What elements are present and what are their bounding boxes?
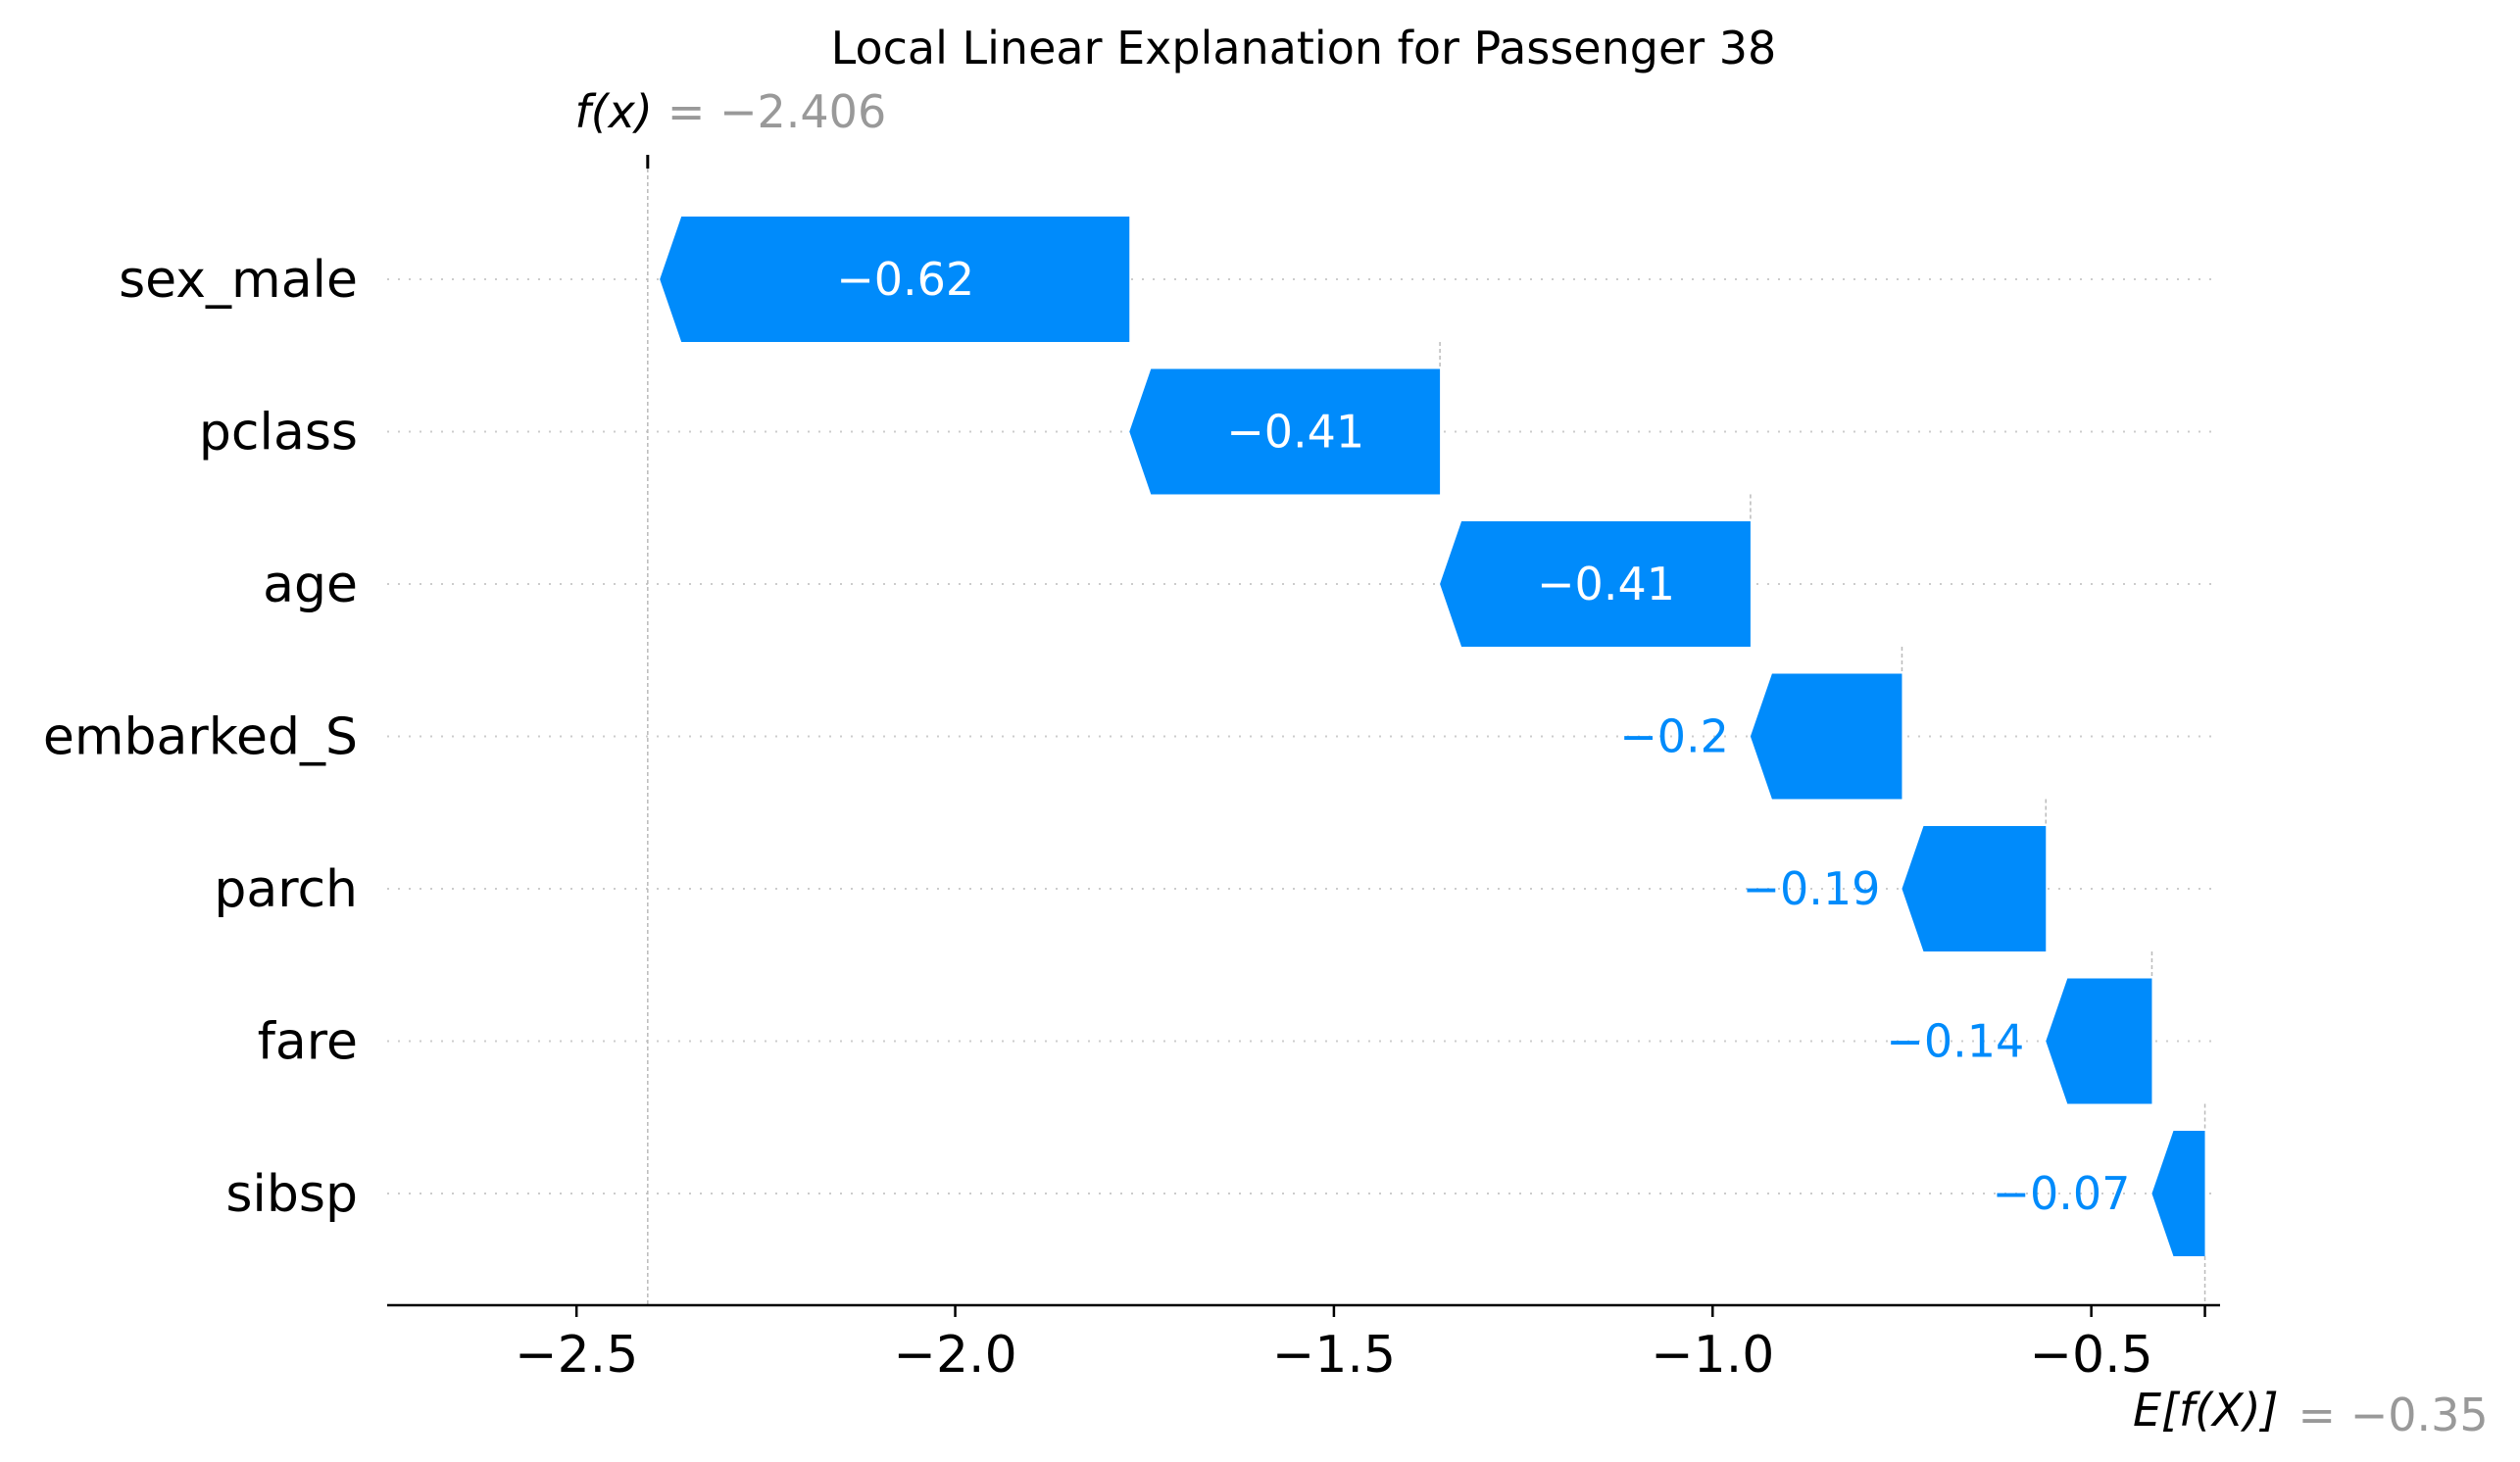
x-tick-label: −1.0	[1651, 1326, 1774, 1385]
feature-label: sibsp	[225, 1165, 358, 1224]
feature-label: pclass	[199, 404, 358, 463]
bar-value-label: −0.19	[1742, 862, 1880, 915]
feature-label: parch	[214, 860, 358, 919]
feature-label: age	[263, 556, 358, 614]
x-axis: −2.5 −2.0 −1.5 −1.0 −0.5	[387, 1303, 2220, 1385]
base-value: = −0.35	[2298, 1389, 2489, 1441]
output-value: = −2.406	[667, 85, 886, 138]
bar-age	[1440, 521, 1751, 647]
x-tick-label: −1.5	[1272, 1326, 1396, 1385]
base-value-label: E[f(X)]	[2133, 1384, 2279, 1437]
value-annotations: f(x) = −2.406 E[f(X)] = −0.35	[575, 85, 2489, 1441]
bar-value-label: −0.14	[1886, 1015, 2024, 1068]
bar-series: −0.62 −0.41 −0.41 −0.2 −0.19 −0.14 −0.07	[660, 217, 2205, 1256]
bar-fare	[2046, 978, 2152, 1104]
bar-value-label: −0.41	[1226, 406, 1364, 459]
bar-value-label: −0.07	[1992, 1167, 2130, 1220]
bar-sex_male	[660, 217, 1130, 342]
feature-label: embarked_S	[43, 708, 358, 767]
x-tick-label: −2.5	[515, 1326, 638, 1385]
output-value-label: f(x)	[575, 85, 653, 138]
bar-sibsp	[2151, 1131, 2205, 1256]
bar-parch	[1902, 826, 2047, 951]
bar-embarked_S	[1750, 673, 1902, 800]
connector-lines	[646, 155, 2206, 1305]
chart-title: Local Linear Explanation for Passenger 3…	[831, 22, 1777, 74]
x-tick-label: −2.0	[893, 1326, 1016, 1385]
feature-label: sex_male	[119, 251, 358, 310]
bar-pclass	[1129, 368, 1441, 495]
feature-label: fare	[258, 1013, 358, 1072]
x-tick-label: −0.5	[2029, 1326, 2152, 1385]
bar-value-label: −0.2	[1619, 710, 1729, 763]
bar-value-label: −0.62	[836, 253, 974, 306]
bar-value-label: −0.41	[1537, 558, 1675, 610]
